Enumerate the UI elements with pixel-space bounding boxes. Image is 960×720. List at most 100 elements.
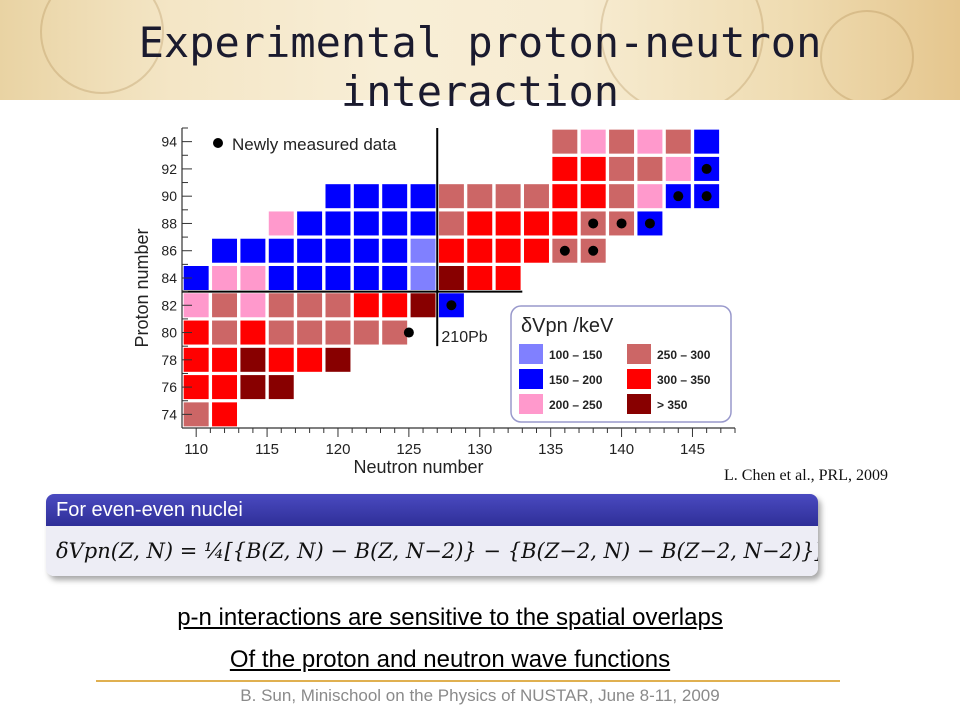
heatmap-cell bbox=[353, 293, 379, 318]
heatmap-cell bbox=[297, 293, 323, 318]
heatmap-cell bbox=[325, 211, 351, 236]
citation: L. Chen et al., PRL, 2009 bbox=[724, 467, 888, 484]
legend-dot-icon bbox=[213, 138, 223, 148]
new-data-point bbox=[644, 218, 655, 229]
x-axis-label: Neutron number bbox=[353, 457, 483, 477]
y-tick-label: 88 bbox=[161, 215, 177, 231]
footer-text: B. Sun, Minischool on the Physics of NUS… bbox=[240, 686, 720, 705]
slide-title: Experimental proton-neutron interaction bbox=[138, 18, 822, 116]
heatmap-cell bbox=[580, 129, 606, 154]
heatmap-cell bbox=[240, 347, 266, 372]
x-tick-label: 125 bbox=[396, 441, 421, 458]
heatmap-cell bbox=[467, 238, 493, 263]
y-tick-label: 94 bbox=[161, 134, 177, 150]
heatmap-cell bbox=[353, 320, 379, 345]
heatmap-cell bbox=[212, 375, 238, 400]
heatmap-cell bbox=[410, 293, 436, 318]
heatmap-cell bbox=[495, 211, 521, 236]
nuclear-chart: 110 115 120 125 130 135 140 145 74 76 78 80 82 84 86 88… bbox=[132, 127, 736, 477]
legend-label: 300 – 350 bbox=[657, 373, 711, 387]
new-data-point bbox=[403, 327, 414, 338]
new-data-point bbox=[701, 191, 712, 202]
heatmap-cell bbox=[694, 129, 720, 154]
new-data-point bbox=[616, 218, 627, 229]
legend-label: 200 – 250 bbox=[549, 398, 603, 412]
heatmap-cell bbox=[467, 184, 493, 209]
legend-swatch bbox=[519, 344, 543, 364]
heatmap-cell bbox=[240, 266, 266, 290]
heatmap-cell bbox=[382, 211, 408, 236]
heatmap-cell bbox=[637, 156, 663, 181]
y-tick-label: 76 bbox=[161, 379, 177, 395]
y-tick-label: 84 bbox=[161, 270, 177, 286]
heatmap-cell bbox=[438, 184, 464, 209]
heatmap-cell bbox=[353, 266, 379, 290]
pb210-label: 210Pb bbox=[441, 329, 487, 346]
heatmap-cell bbox=[467, 266, 493, 290]
x-tick-label: 145 bbox=[680, 441, 705, 458]
heatmap-cell bbox=[325, 347, 351, 372]
heatmap-cell bbox=[212, 347, 238, 372]
legend-label: 250 – 300 bbox=[657, 348, 711, 362]
legend-title: δVpn /keV bbox=[521, 315, 614, 337]
y-axis-label: Proton number bbox=[132, 228, 152, 347]
heatmap-cell bbox=[212, 238, 238, 263]
heatmap-cell bbox=[240, 238, 266, 263]
heatmap-cell bbox=[637, 129, 663, 154]
heatmap-cell bbox=[353, 238, 379, 263]
heatmap-cell bbox=[353, 211, 379, 236]
heatmap-cell bbox=[495, 238, 521, 263]
heatmap-cell bbox=[665, 156, 691, 181]
heatmap-cell bbox=[240, 320, 266, 345]
x-tick-label: 135 bbox=[538, 441, 563, 458]
heatmap-cell bbox=[382, 266, 408, 290]
heatmap-cell bbox=[438, 266, 464, 290]
heatmap-cell bbox=[212, 402, 238, 427]
heatmap-cell bbox=[609, 156, 635, 181]
heatmap-cell bbox=[268, 293, 294, 318]
heatmap-cell bbox=[524, 238, 549, 263]
heatmap-cell bbox=[552, 184, 578, 209]
legend-swatch bbox=[627, 394, 651, 414]
heatmap-cell bbox=[353, 184, 379, 209]
heatmap-cell bbox=[297, 320, 323, 345]
heatmap-cell bbox=[268, 211, 294, 236]
statement-line-2: Of the proton and neutron wave functions bbox=[229, 646, 671, 673]
legend-swatch bbox=[627, 344, 651, 364]
y-tick-label: 80 bbox=[161, 325, 177, 341]
heatmap-cell bbox=[609, 129, 635, 154]
heatmap-cell bbox=[325, 238, 351, 263]
y-tick-label: 86 bbox=[161, 243, 177, 259]
heatmap-cell bbox=[552, 129, 578, 154]
heatmap-cell bbox=[268, 375, 294, 400]
new-data-point bbox=[446, 300, 457, 311]
heatmap-cell bbox=[325, 184, 351, 209]
heatmap-cell bbox=[580, 184, 606, 209]
x-tick-label: 130 bbox=[467, 441, 492, 458]
heatmap-cell bbox=[637, 184, 663, 209]
heatmap-cell bbox=[212, 266, 238, 290]
heatmap-cell bbox=[325, 293, 351, 318]
new-data-point bbox=[559, 245, 570, 256]
y-tick-label: 82 bbox=[161, 297, 177, 313]
legend-swatch bbox=[627, 369, 651, 389]
heatmap-cell bbox=[524, 184, 549, 209]
heatmap-cell bbox=[552, 156, 578, 181]
title-banner bbox=[0, 0, 960, 100]
heatmap-cell bbox=[552, 211, 578, 236]
heatmap-cell bbox=[609, 184, 635, 209]
heatmap-cell bbox=[297, 266, 323, 290]
heatmap-cell bbox=[268, 320, 294, 345]
heatmap-cell bbox=[382, 238, 408, 263]
y-tick-label: 78 bbox=[161, 352, 177, 368]
heatmap-cell bbox=[268, 347, 294, 372]
new-data-point bbox=[588, 245, 599, 256]
heatmap-cell bbox=[297, 211, 323, 236]
heatmap-cell bbox=[665, 129, 691, 154]
heatmap-cell bbox=[410, 238, 436, 263]
heatmap-cell bbox=[325, 320, 351, 345]
banner-ornament bbox=[820, 10, 914, 100]
heatmap-cell bbox=[580, 156, 606, 181]
formula-equation: δVpn(Z, N) = ¼[{B(Z, N) − B(Z, N−2)} − {… bbox=[46, 526, 818, 576]
legend-label: 100 – 150 bbox=[549, 348, 603, 362]
